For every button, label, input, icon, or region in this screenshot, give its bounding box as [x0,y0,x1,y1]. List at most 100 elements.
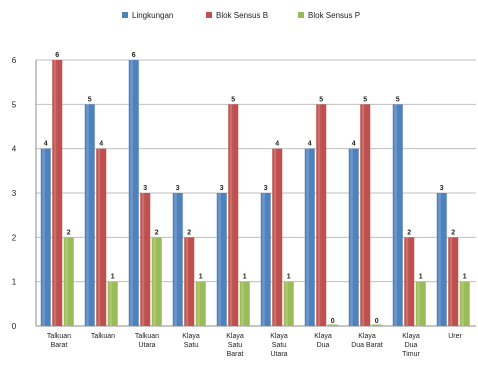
bar-lingkungan-4 [216,193,227,326]
bar-highlight [361,104,365,326]
x-tick-label-line: Klaya [314,333,332,340]
data-label: 1 [111,274,115,281]
bar-highlight [218,193,221,326]
bar-highlight [449,237,453,326]
bar-lingkungan-8 [392,104,403,326]
bar-highlight [285,281,288,326]
bar-blok-sensus-b-5 [272,148,283,326]
x-tick-label: Klaya Dua Timur [402,333,420,358]
x-tick-label-line: Klaya [182,333,200,340]
data-label: 4 [44,141,48,148]
bar-highlight [317,104,321,326]
x-tick-label-line: Talkuan [47,333,71,340]
x-tick-label: Klaya Satu [182,333,200,349]
bar-blok-sensus-b-9 [448,237,459,326]
bar-highlight [306,148,309,326]
bar-highlight [86,104,89,326]
bar-highlight [174,193,177,326]
data-label: 3 [176,185,180,192]
y-tick-label: 3 [12,189,17,198]
x-tick-label-line: Klaya [270,333,288,340]
data-label: 4 [275,141,279,148]
legend-swatch-lingkungan [122,12,128,18]
data-label: 1 [199,274,203,281]
data-label: 3 [220,185,224,192]
bar-lingkungan-6 [304,148,315,326]
x-tick-label-line: Dua [317,342,330,349]
data-labels: 4 6 2 5 4 1 6 3 2 3 2 1 3 5 1 3 4 1 4 5 0 4 5 0 5 2 1 3 2 1 [44,52,467,325]
x-tick-label-line: Utara [270,351,287,358]
y-tick-label: 5 [12,100,17,109]
bar-highlight [438,193,441,326]
data-label: 4 [308,141,312,148]
bar-lingkungan-9 [436,193,447,326]
x-tick-label-line: Satu [228,342,243,349]
data-label: 1 [419,274,423,281]
data-label: 0 [375,318,379,325]
bar-lingkungan-2 [128,60,139,326]
bar-highlight [185,237,189,326]
bar-blok-sensus-p-2 [151,237,162,326]
bar-lingkungan-1 [84,104,95,326]
x-tick-label-line: Satu [272,342,287,349]
data-label: 5 [396,96,400,103]
x-tick-label: Talkuan [91,333,115,340]
x-tick-label-line: Dua Barat [351,342,383,349]
data-label: 2 [451,229,455,236]
bar-highlight [350,148,353,326]
bar-blok-sensus-b-7 [360,104,371,326]
bar-lingkungan-5 [260,193,271,326]
x-tick-label-line: Talkuan [91,333,115,340]
legend-label-blok-sensus-b: Blok Sensus B [216,11,268,20]
bar-highlight [461,281,464,326]
x-tick-label-line: Timur [402,351,420,358]
bar-blok-sensus-p-8 [415,281,426,326]
bar-blok-sensus-b-0 [52,60,63,326]
x-tick-label-line: Utara [138,342,155,349]
bar-blok-sensus-p-1 [107,281,118,326]
x-tick-label: Klaya Dua [314,333,332,349]
data-label: 2 [187,229,191,236]
bar-highlight [197,281,200,326]
bar-highlight [394,104,397,326]
bar-blok-sensus-p-9 [459,281,470,326]
data-label: 5 [88,96,92,103]
bar-highlight [273,148,277,326]
x-tick-label-line: Satu [184,342,199,349]
bar-blok-sensus-p-0 [63,237,74,326]
bar-highlight [262,193,265,326]
data-label: 1 [463,274,467,281]
data-label: 4 [352,141,356,148]
bars [40,60,470,326]
data-label: 6 [55,52,59,59]
data-label: 4 [99,141,103,148]
x-tick-label-line: Klaya [226,333,244,340]
data-label: 1 [287,274,291,281]
bar-highlight [97,148,101,326]
bar-highlight [42,148,45,326]
y-tick-label: 1 [12,278,17,287]
y-tick-label: 0 [12,322,17,331]
data-label: 2 [67,229,71,236]
x-tick-label: Urer [448,333,462,340]
x-tick-label-line: Barat [227,351,244,358]
legend-swatch-blok-sensus-b [206,12,212,18]
bar-highlight [417,281,420,326]
bar-blok-sensus-b-4 [228,104,239,326]
data-label: 5 [319,96,323,103]
data-label: 3 [264,185,268,192]
bar-highlight [405,237,409,326]
y-axis: 0 1 2 3 4 5 6 [12,56,37,331]
bar-highlight [141,193,145,326]
y-tick-label: 6 [12,56,17,65]
x-axis: Talkuan Barat Talkuan Talkuan Utara Klaya Satu… [36,325,476,358]
data-label: 6 [132,52,136,59]
bar-blok-sensus-b-6 [316,104,327,326]
bar-highlight [53,60,57,326]
data-label: 2 [407,229,411,236]
x-tick-label-line: Dua [405,342,418,349]
bar-blok-sensus-p-4 [239,281,250,326]
data-label: 3 [143,185,147,192]
bar-highlight [241,281,244,326]
x-tick-label-line: Barat [51,342,68,349]
